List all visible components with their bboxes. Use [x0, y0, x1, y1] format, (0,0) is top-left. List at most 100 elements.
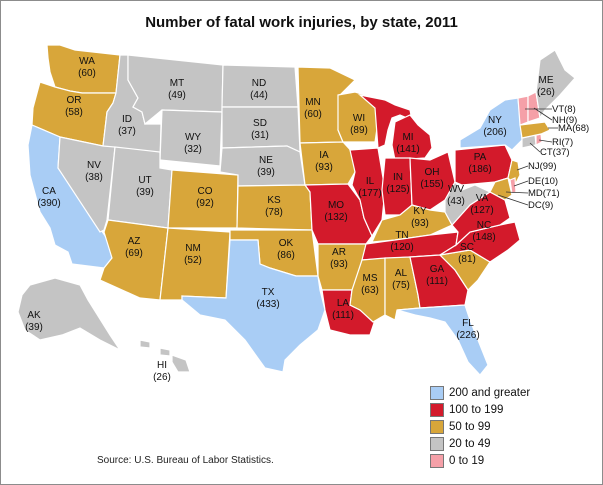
- value-NV: (38): [85, 172, 103, 183]
- label-IN: IN: [393, 172, 403, 183]
- label-DC: DC(9): [528, 200, 553, 211]
- value-OH: (155): [420, 179, 443, 190]
- state-AZ: [99, 219, 169, 301]
- label-PA: PA: [474, 152, 487, 163]
- label-WA: WA: [79, 56, 95, 67]
- legend-item: 200 and greater: [430, 384, 530, 401]
- label-LA: LA: [337, 298, 350, 309]
- label-RI: RI(7): [552, 137, 573, 148]
- source-note: Source: U.S. Bureau of Labor Statistics.: [97, 455, 274, 466]
- state-RI: [535, 133, 543, 146]
- label-AK: AK: [27, 310, 41, 321]
- label-IA: IA: [319, 150, 329, 161]
- state-MI-UP: [357, 93, 413, 149]
- label-WV: WV: [448, 184, 464, 195]
- label-CA: CA: [42, 186, 56, 197]
- value-SC: (81): [458, 254, 476, 265]
- legend-item: 50 to 99: [430, 418, 530, 435]
- value-VA: (127): [470, 205, 493, 216]
- label-MS: MS: [363, 273, 378, 284]
- state-NV: [57, 136, 116, 233]
- label-AR: AR: [332, 247, 346, 258]
- state-HI-island-3: [171, 354, 191, 373]
- legend-swatch: [430, 419, 444, 434]
- label-SD: SD: [253, 118, 267, 129]
- label-NV: NV: [87, 160, 101, 171]
- value-WV: (43): [447, 196, 465, 207]
- label-NY: NY: [488, 115, 502, 126]
- label-WY: WY: [185, 132, 201, 143]
- state-MA: [519, 121, 551, 139]
- value-WY: (32): [184, 144, 202, 155]
- map-title: Number of fatal work injuries, by state,…: [145, 14, 458, 31]
- label-VT: VT(8): [552, 104, 576, 115]
- legend-swatch: [430, 436, 444, 451]
- label-MO: MO: [328, 200, 344, 211]
- state-ME: [535, 49, 576, 120]
- leader-lines: [497, 107, 558, 206]
- value-CO: (92): [196, 198, 214, 209]
- state-MI: [391, 114, 433, 161]
- label-ID: ID: [122, 114, 132, 125]
- value-NM: (52): [184, 255, 202, 266]
- state-TX: [181, 239, 326, 373]
- legend-item: 20 to 49: [430, 435, 530, 452]
- state-DE: [509, 177, 517, 195]
- label-NM: NM: [185, 243, 201, 254]
- label-ND: ND: [252, 78, 266, 89]
- label-NC: NC: [477, 220, 491, 231]
- state-IL: [349, 147, 386, 238]
- state-FL: [396, 304, 489, 376]
- label-MA: MA(68): [558, 123, 589, 134]
- label-UT: UT: [138, 175, 151, 186]
- label-GA: GA: [430, 264, 445, 275]
- value-WI: (89): [350, 125, 368, 136]
- label-MT: MT: [170, 78, 184, 89]
- value-ME: (26): [537, 87, 555, 98]
- label-IL: IL: [366, 176, 375, 187]
- label-NJ: NJ(99): [528, 161, 557, 172]
- legend-swatch: [430, 453, 444, 468]
- value-HI: (26): [153, 372, 171, 383]
- legend-item: 0 to 19: [430, 452, 530, 469]
- value-LA: (111): [332, 310, 354, 321]
- legend-label: 100 to 199: [449, 403, 504, 416]
- label-HI: HI: [157, 360, 167, 371]
- state-MO: [303, 183, 373, 245]
- value-KY: (93): [411, 218, 429, 229]
- label-ME: ME: [539, 75, 554, 86]
- label-CT: CT(37): [540, 147, 570, 158]
- value-CA: (390): [37, 198, 60, 209]
- state-HI-island-1: [139, 339, 151, 349]
- value-TN: (120): [390, 242, 413, 253]
- legend-item: 100 to 199: [430, 401, 530, 418]
- legend-label: 20 to 49: [449, 437, 491, 450]
- label-MN: MN: [305, 97, 321, 108]
- legend-label: 50 to 99: [449, 420, 491, 433]
- value-IN: (125): [386, 184, 409, 195]
- state-AK: [17, 277, 122, 352]
- label-OH: OH: [425, 167, 440, 178]
- label-CO: CO: [198, 186, 213, 197]
- legend-label: 0 to 19: [449, 454, 485, 467]
- label-KY: KY: [413, 206, 427, 217]
- value-OK: (86): [277, 250, 295, 261]
- state-HI-island-2: [159, 347, 171, 357]
- legend-swatch: [430, 402, 444, 417]
- value-WA: (60): [78, 68, 96, 79]
- label-KS: KS: [267, 195, 281, 206]
- value-NY: (206): [483, 127, 506, 138]
- label-FL: FL: [462, 318, 474, 329]
- label-NE: NE: [259, 155, 273, 166]
- label-OR: OR: [67, 95, 82, 106]
- label-DE: DE(10): [528, 176, 558, 187]
- state-MD: [489, 177, 513, 201]
- value-FL: (226): [456, 330, 479, 341]
- value-IA: (93): [315, 162, 333, 173]
- value-NC: (148): [472, 232, 495, 243]
- value-AK: (39): [25, 322, 43, 333]
- value-SD: (31): [251, 130, 269, 141]
- value-MN: (60): [304, 109, 322, 120]
- value-AZ: (69): [125, 248, 143, 259]
